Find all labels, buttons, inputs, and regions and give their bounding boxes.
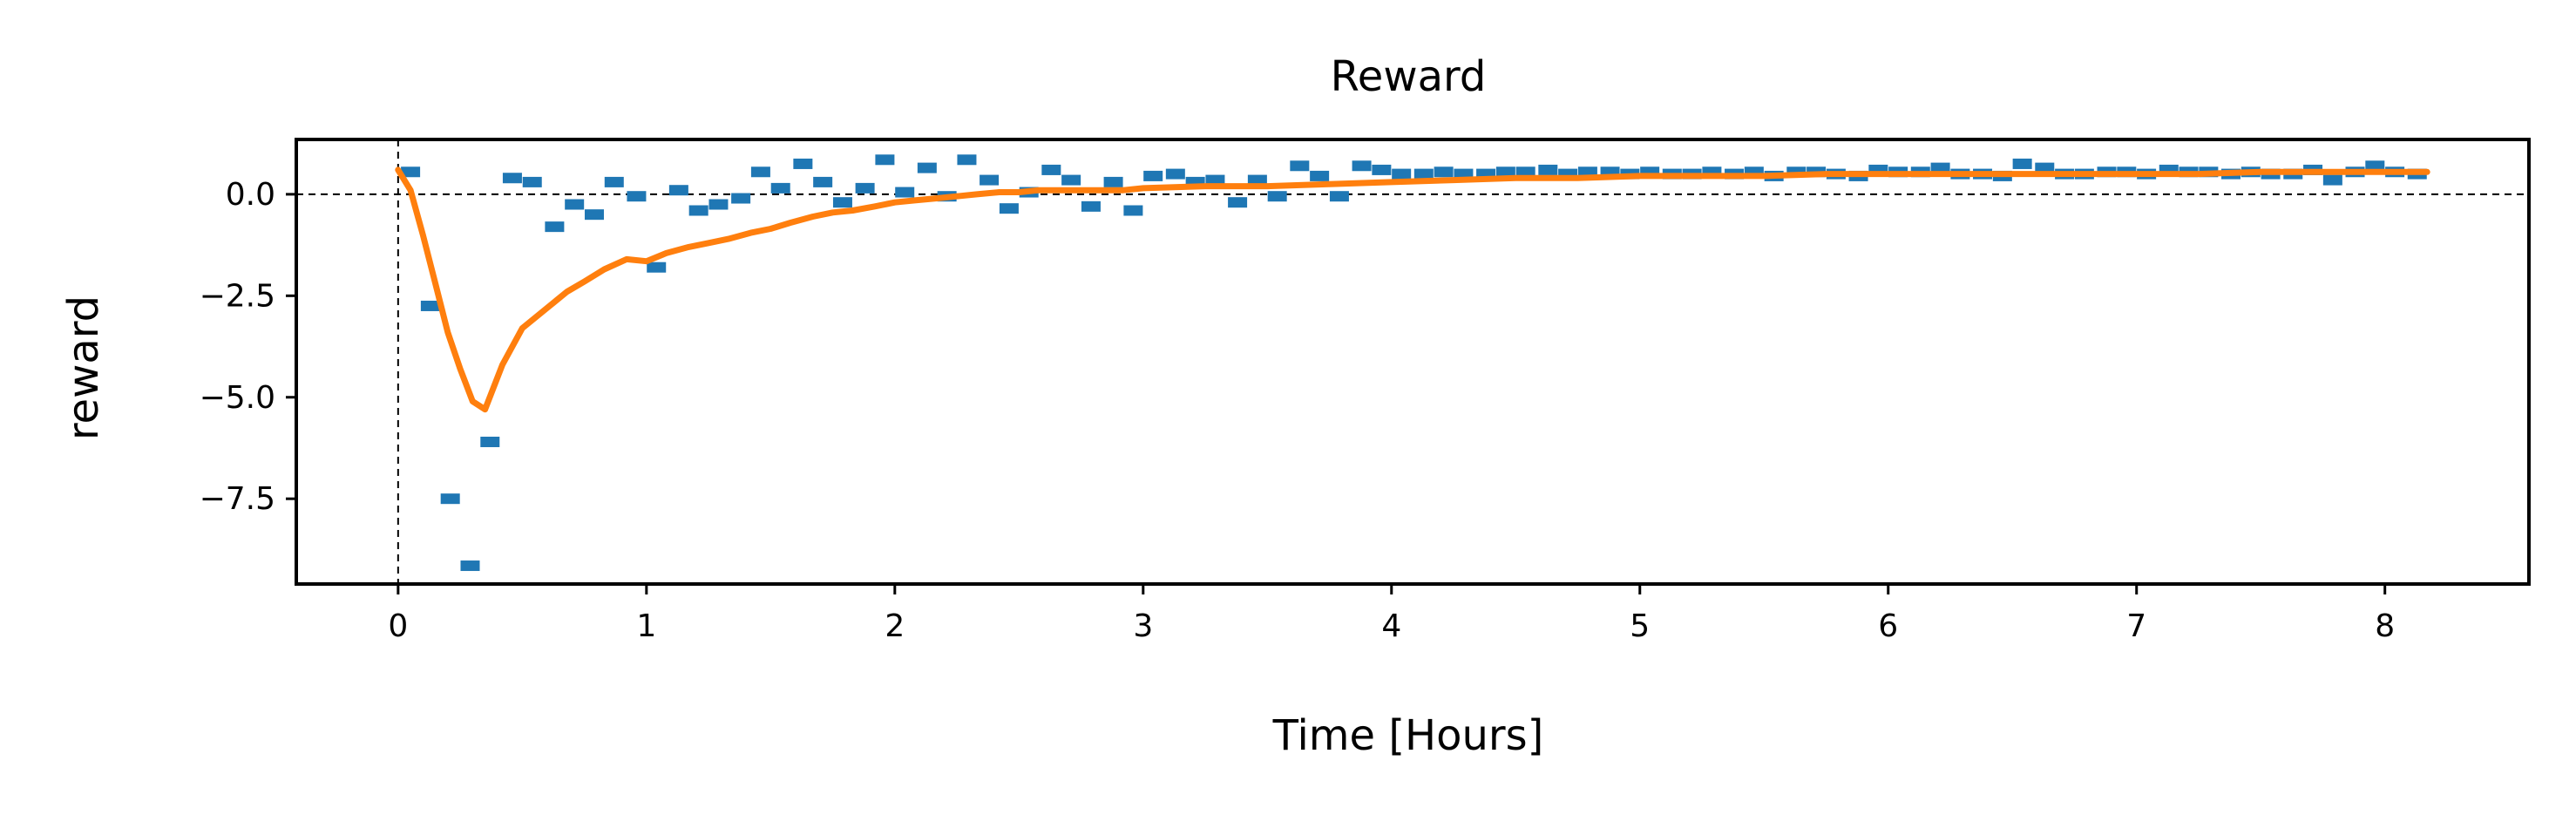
scatter-point bbox=[2322, 174, 2342, 186]
scatter-point bbox=[668, 185, 688, 196]
scatter-point bbox=[1352, 160, 1372, 172]
scatter-point bbox=[793, 158, 813, 169]
y-tick-label: −7.5 bbox=[200, 481, 275, 517]
scatter-point bbox=[1310, 170, 1330, 181]
scatter-point bbox=[440, 493, 460, 505]
scatter-point bbox=[832, 197, 852, 208]
scatter-point bbox=[731, 193, 751, 204]
scatter-point bbox=[1228, 197, 1248, 208]
scatter-point bbox=[647, 261, 667, 273]
scatter-point bbox=[545, 221, 565, 233]
scatter-point bbox=[980, 174, 1000, 186]
chart-title: Reward bbox=[1331, 52, 1487, 101]
scatter-point bbox=[420, 300, 440, 311]
scatter-point bbox=[2012, 158, 2032, 169]
scatter-point bbox=[770, 182, 790, 194]
scatter-point bbox=[1434, 166, 1454, 178]
x-axis-label: Time [Hours] bbox=[1272, 711, 1544, 760]
scatter-point bbox=[1123, 205, 1143, 216]
scatter-point bbox=[1413, 168, 1434, 180]
x-axis: 0 1 2 3 4 5 6 7 8 bbox=[388, 584, 2395, 644]
y-axis: 0.0 −2.5 −5.0 −7.5 bbox=[200, 177, 296, 517]
scatter-point bbox=[1267, 191, 1287, 202]
scatter-point bbox=[480, 436, 500, 447]
axes-frame bbox=[295, 138, 2531, 586]
scatter-point bbox=[1538, 164, 1558, 175]
scatter-point bbox=[1495, 166, 1515, 178]
scatter-point bbox=[1290, 160, 1310, 172]
scatter-point bbox=[502, 173, 522, 184]
scatter-point bbox=[1143, 170, 1163, 181]
scatter-point bbox=[875, 154, 895, 166]
scatter-point bbox=[1061, 174, 1081, 186]
scatter-point bbox=[1372, 164, 1392, 175]
x-tick-label: 3 bbox=[1133, 608, 1153, 644]
scatter-point bbox=[627, 191, 647, 202]
x-tick-label: 1 bbox=[636, 608, 656, 644]
x-tick-label: 2 bbox=[885, 608, 905, 644]
scatter-point bbox=[2035, 162, 2055, 173]
y-tick-label: 0.0 bbox=[226, 177, 275, 213]
x-tick-label: 0 bbox=[388, 608, 408, 644]
scatter-point bbox=[895, 187, 915, 198]
scatter-point bbox=[999, 203, 1019, 214]
scatter-point bbox=[855, 182, 875, 194]
scatter-point bbox=[750, 166, 770, 178]
y-tick-label: −2.5 bbox=[200, 278, 275, 314]
scatter-point bbox=[401, 166, 421, 178]
scatter-point bbox=[1205, 174, 1225, 186]
y-tick-label: −5.0 bbox=[200, 380, 275, 416]
scatter-point bbox=[1081, 200, 1101, 212]
scatter-point bbox=[1103, 176, 1123, 187]
scatter-point bbox=[2365, 160, 2385, 172]
scatter-point bbox=[708, 199, 729, 210]
y-axis-label: reward bbox=[59, 295, 108, 440]
scatter-point bbox=[584, 209, 604, 221]
scatter-point bbox=[1930, 162, 1950, 173]
scatter-point bbox=[604, 176, 624, 187]
scatter-point bbox=[957, 154, 977, 166]
x-tick-label: 5 bbox=[1630, 608, 1650, 644]
scatter-point bbox=[1515, 166, 1535, 178]
x-tick-label: 7 bbox=[2126, 608, 2146, 644]
x-tick-label: 4 bbox=[1381, 608, 1401, 644]
scatter-point bbox=[813, 176, 833, 187]
scatter-point bbox=[1041, 164, 1061, 175]
scatter-point bbox=[688, 205, 708, 216]
scatter-point bbox=[1329, 191, 1349, 202]
scatter-point bbox=[917, 162, 937, 173]
scatter-point bbox=[522, 176, 542, 187]
plot-area bbox=[296, 139, 2529, 584]
x-tick-label: 8 bbox=[2375, 608, 2395, 644]
scatter-point bbox=[1392, 168, 1412, 180]
scatter-point bbox=[1247, 174, 1267, 186]
scatter-point bbox=[460, 560, 480, 572]
series-line bbox=[395, 166, 2430, 413]
scatter-point bbox=[565, 199, 585, 210]
x-tick-label: 6 bbox=[1878, 608, 1898, 644]
scatter-point bbox=[1165, 168, 1185, 180]
